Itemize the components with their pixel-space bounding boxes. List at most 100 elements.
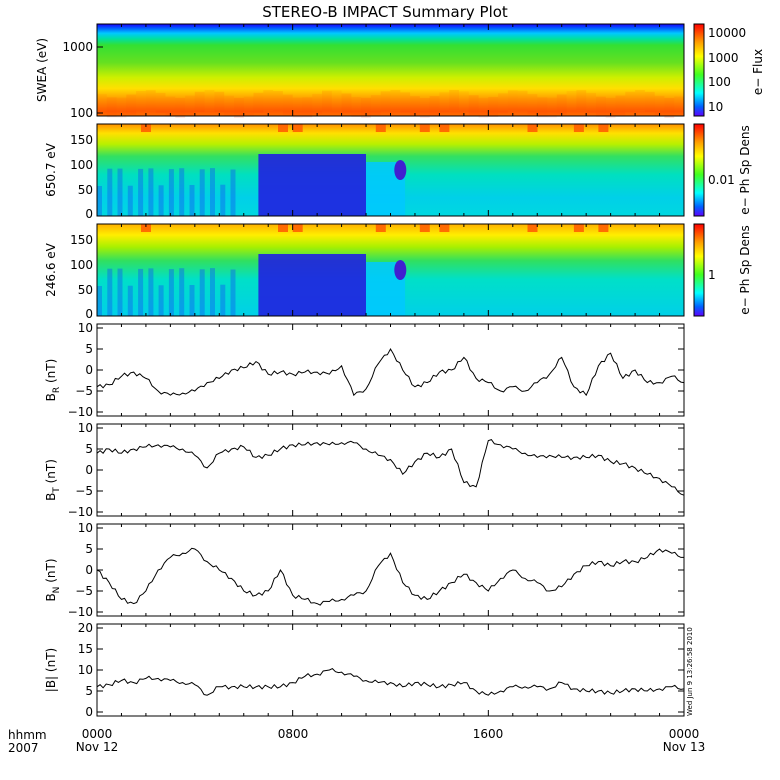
pad246-streak (210, 268, 215, 316)
bn-panel: BN (nT) (44, 523, 685, 617)
figure-title: STEREO-B IMPACT Summary Plot (262, 3, 508, 21)
bmag-y-tick-label: 5 (85, 684, 93, 698)
bmag-panel: |B| (nT) (44, 623, 685, 717)
pad650-overlay (97, 124, 609, 216)
swea-streak (674, 96, 684, 117)
swea-streak (400, 92, 411, 113)
swea-streak (243, 96, 254, 117)
x-tick-label: 0000 (82, 727, 113, 741)
pad246-burst (419, 224, 430, 232)
pad650-streak (179, 168, 185, 216)
pad650-colorbar-label: e− Ph Sp Dens (738, 125, 752, 214)
pad246-colorbar-tick: 1 (708, 268, 716, 282)
swea-streak (654, 95, 665, 116)
swea-streak (498, 93, 508, 114)
pad650-tick-label: 100 (70, 158, 93, 172)
pad246-streak (220, 284, 226, 316)
pad650-streak (220, 184, 226, 216)
bn-y-tick-label: −10 (68, 605, 93, 619)
bt-frame (96, 423, 685, 517)
swea-streaks (97, 90, 684, 118)
pad650-streak (168, 169, 174, 216)
flux-colorbar-label: e− Flux (751, 49, 765, 95)
hhmm-label: hhmm (8, 728, 47, 742)
swea-streak (605, 97, 616, 118)
time-axis: hhmm 2007 0000 0800 1600 0000 Nov 12 Nov… (8, 727, 705, 755)
br-y-tick-label: 5 (85, 342, 93, 356)
bt-y-tick-label: −5 (75, 484, 93, 498)
swea-streak (312, 93, 322, 114)
bt-y-tick-label: 5 (85, 442, 93, 456)
pad246-streak (230, 269, 236, 316)
colorbars: 10000 1000 100 10 e− Flux 0.01 e− Ph Sp … (693, 23, 765, 317)
pad246-tick-label: 150 (70, 233, 93, 247)
swea-streak (145, 90, 156, 111)
bt-y-tick-label: 10 (78, 421, 93, 435)
pad650-burst (598, 124, 609, 132)
pad246-streak (148, 268, 154, 316)
swea-streak (449, 90, 459, 111)
swea-streak (566, 90, 577, 111)
swea-streak (194, 91, 205, 112)
pad246-tick-label: 0 (85, 307, 93, 321)
pad650-burst (292, 124, 303, 132)
bn-y-tick-label: 5 (85, 542, 93, 556)
swea-streak (537, 97, 548, 118)
swea-streak (97, 94, 107, 114)
pad246-streak (189, 285, 195, 316)
pad650-burst (419, 124, 430, 132)
pad650-streak (138, 168, 144, 216)
pad650-streak (148, 168, 154, 216)
bmag-y-tick-label: 15 (78, 642, 93, 656)
pad650-streak (107, 168, 113, 216)
br-y-tick-label: 0 (85, 363, 93, 377)
swea-streak (468, 95, 479, 116)
pad246-dropout (258, 254, 366, 316)
swea-streak (380, 91, 391, 112)
swea-streak (263, 90, 274, 111)
swea-streak (429, 96, 440, 117)
bmag-y-tick-label: 0 (85, 705, 93, 719)
swea-streak (615, 95, 626, 116)
pad650-streak (97, 186, 102, 216)
bn-y-tick-label: 0 (85, 563, 93, 577)
x-tick-label: 1600 (473, 727, 504, 741)
swea-streak (596, 96, 606, 117)
swea-streak (361, 97, 371, 118)
swea-panel: 1000 100 SWEA (eV) (35, 23, 685, 120)
swea-ylabel: SWEA (eV) (35, 38, 49, 102)
swea-streak (302, 97, 313, 118)
bn-y-tick-label: −5 (75, 584, 93, 598)
pad650-colorbar-tick: 0.01 (708, 173, 735, 187)
pad650-burst (141, 124, 151, 132)
swea-streak (292, 97, 303, 118)
br-ylabel: BR (nT) (44, 359, 62, 402)
swea-tick-label: 100 (70, 106, 93, 120)
year-label: 2007 (8, 741, 39, 755)
swea-streak (586, 92, 596, 113)
pad246-tick-label: 50 (78, 283, 93, 297)
pad246-streak (179, 268, 185, 316)
pad246-blob (394, 260, 407, 280)
br-y-tick-label: −10 (68, 405, 93, 419)
swea-streak (253, 92, 264, 113)
swea-spectrogram (97, 24, 684, 116)
flux-colorbar-tick: 10000 (708, 26, 746, 40)
br-ylabel-unit: (nT) (44, 359, 58, 387)
pad650-streak (127, 185, 133, 216)
bmag-series-line (96, 667, 685, 696)
pad246-ylabel: 246.6 eV (44, 242, 58, 297)
pad650-burst (573, 124, 584, 132)
bt-y-tick-label: 0 (85, 463, 93, 477)
bn-y-tick-label: 10 (78, 521, 93, 535)
flux-colorbar-tick: 100 (708, 75, 731, 89)
swea-streak (282, 94, 293, 115)
swea-streak (390, 90, 401, 111)
pad246-burst (141, 224, 151, 232)
swea-streak (136, 90, 146, 111)
swea-streak (459, 91, 469, 112)
pad650-burst (527, 124, 538, 132)
bt-ylabel-sub: T (52, 487, 62, 494)
swea-streak (155, 92, 166, 113)
pad246-burst (439, 224, 450, 232)
